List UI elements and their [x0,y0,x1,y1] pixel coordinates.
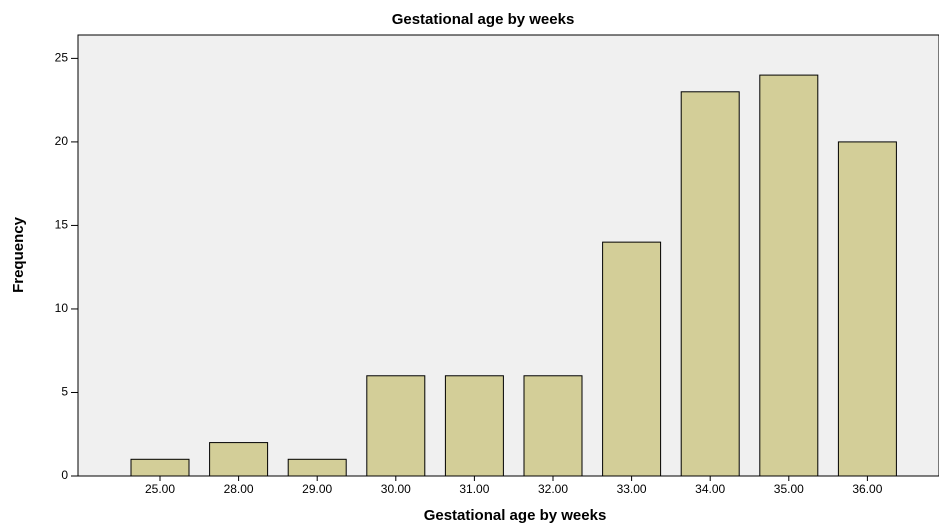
y-tick-label: 10 [55,301,69,315]
y-tick-label: 5 [61,385,68,399]
x-tick-label: 30.00 [381,482,411,496]
y-tick-label: 20 [55,134,69,148]
x-tick-label: 36.00 [852,482,882,496]
x-tick-label: 34.00 [695,482,725,496]
y-axis-label: Frequency [10,216,27,293]
y-tick-label: 15 [55,218,69,232]
bar [602,241,662,477]
x-tick-label: 31.00 [459,482,489,496]
x-tick-label: 25.00 [145,482,175,496]
chart-title: Gestational age by weeks [392,11,575,28]
x-tick-label: 29.00 [302,482,332,496]
bar [287,458,347,477]
bar [209,442,269,477]
bar [130,458,190,477]
bar [366,375,426,477]
bar [680,91,740,477]
x-tick-label: 28.00 [224,482,254,496]
bar [837,141,897,477]
y-tick-label: 25 [55,51,69,65]
x-tick-label: 33.00 [617,482,647,496]
bar [523,375,583,477]
x-tick-label: 32.00 [538,482,568,496]
y-tick-label: 0 [61,468,68,482]
bar [444,375,504,477]
x-axis-label: Gestational age by weeks [424,507,607,524]
bar [759,74,819,477]
x-tick-label: 35.00 [774,482,804,496]
